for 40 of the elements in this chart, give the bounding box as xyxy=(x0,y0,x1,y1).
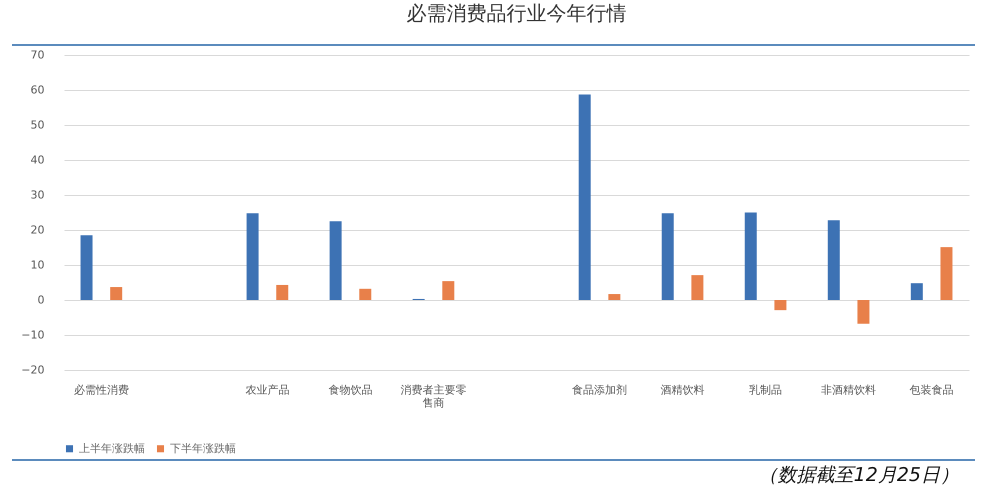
bar xyxy=(276,284,288,300)
legend-label: 下半年涨跌幅 xyxy=(170,442,236,455)
bar xyxy=(110,287,122,300)
bar xyxy=(744,212,757,300)
bar xyxy=(691,275,704,300)
x-tick-label: 酒精饮料 xyxy=(660,384,705,396)
x-tick-label: 食品添加剂 xyxy=(572,384,628,396)
bar xyxy=(442,281,454,300)
x-tick-label: 包装食品 xyxy=(910,384,954,396)
y-tick-label: 30 xyxy=(30,188,44,202)
x-tick-label: 食物饮品 xyxy=(328,384,372,396)
y-tick-label: −20 xyxy=(21,364,44,376)
x-tick-label: 乳制品 xyxy=(749,384,782,396)
x-tick-label: 非酒精饮料 xyxy=(821,384,876,396)
y-tick-label: 60 xyxy=(30,84,44,96)
bar xyxy=(80,235,93,300)
bar xyxy=(359,288,372,300)
x-tick-label: 必需性消费 xyxy=(74,384,129,396)
x-tick-label: 农业产品 xyxy=(245,384,290,396)
y-tick-label: 0 xyxy=(38,294,44,306)
bar xyxy=(578,94,591,300)
bar xyxy=(774,300,786,310)
legend-label: 上半年涨跌幅 xyxy=(79,442,145,455)
text: （数据截至12月25日） xyxy=(758,463,959,488)
bar xyxy=(246,213,259,300)
bar xyxy=(330,221,342,300)
y-tick-label: 50 xyxy=(30,118,44,132)
y-tick-label: 20 xyxy=(30,224,44,236)
x-tick-label: 消费者主要零售商 xyxy=(400,384,466,410)
bar xyxy=(940,247,952,300)
y-tick-label: −10 xyxy=(21,328,44,342)
bar xyxy=(608,294,620,300)
chart-title: 必需消费品行业今年行情 xyxy=(406,1,626,25)
bar xyxy=(662,213,674,300)
bar xyxy=(910,283,923,300)
bar xyxy=(828,220,840,300)
y-tick-label: 70 xyxy=(30,48,44,62)
bar xyxy=(857,300,870,324)
y-tick-label: 40 xyxy=(30,154,44,166)
y-tick-label: 10 xyxy=(30,258,44,272)
